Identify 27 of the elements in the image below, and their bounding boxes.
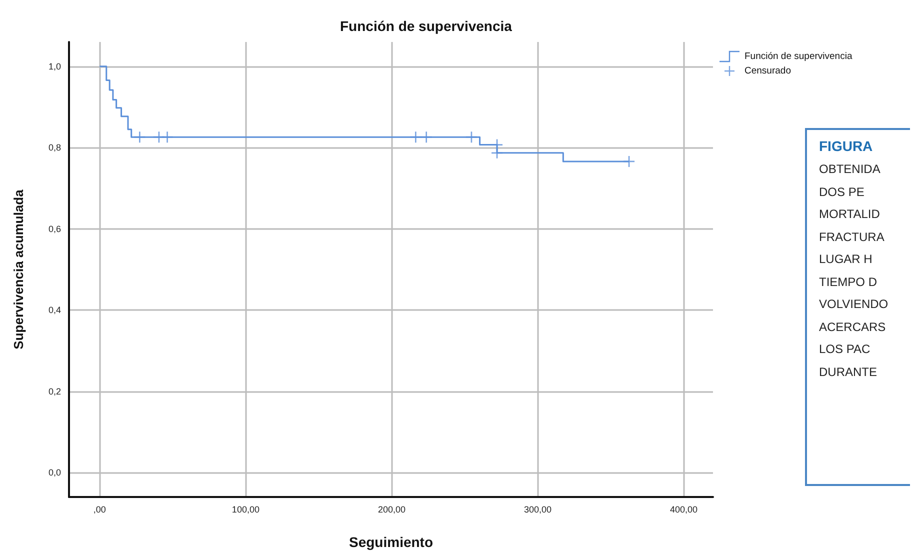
- text: MORTALID: [819, 206, 881, 223]
- text: VOLVIENDO: [819, 296, 890, 313]
- y-tick-label: 0,8: [48, 142, 61, 153]
- text: LUGAR H: [819, 251, 874, 268]
- legend-label: Función de supervivencia: [744, 51, 853, 62]
- text: ACERCARS: [819, 318, 887, 336]
- chart-title: Función de supervivencia: [340, 18, 512, 34]
- text: FRACTURA: [819, 228, 886, 246]
- y-tick-label: 1,0: [48, 61, 61, 72]
- legend-label: Censurado: [744, 66, 791, 76]
- text: DURANTE: [819, 364, 878, 380]
- y-tick-label: 0,2: [48, 386, 61, 396]
- text: FIGURA: [819, 138, 874, 154]
- x-tick-label: ,00: [93, 504, 106, 514]
- text: OBTENIDA: [819, 161, 882, 178]
- x-tick-label: 200,00: [378, 504, 406, 514]
- y-tick-label: 0,6: [48, 224, 61, 234]
- y-axis-title: Supervivencia acumulada: [11, 188, 26, 350]
- y-tick-label: 0,0: [48, 468, 61, 478]
- x-tick-label: 300,00: [524, 504, 552, 514]
- text: DOS PE: [819, 184, 866, 200]
- text: LOS PAC: [819, 341, 872, 358]
- y-tick-label: 0,4: [48, 305, 61, 316]
- x-axis-title: Seguimiento: [348, 534, 434, 550]
- x-tick-label: 400,00: [670, 504, 698, 514]
- text: TIEMPO D: [819, 274, 878, 290]
- x-tick-label: 100,00: [232, 504, 260, 514]
